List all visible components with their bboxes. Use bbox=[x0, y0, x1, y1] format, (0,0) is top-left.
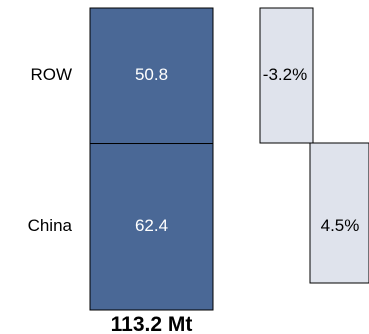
change-box-row bbox=[259, 7, 314, 144]
bar-value-label: 62.4 bbox=[135, 216, 168, 235]
change-label: -3.2% bbox=[263, 65, 307, 84]
category-label: China bbox=[28, 216, 73, 235]
bar-value-label: 50.8 bbox=[135, 65, 168, 84]
change-box-china bbox=[309, 142, 369, 284]
category-label: ROW bbox=[30, 65, 72, 84]
bar-segment-row bbox=[89, 7, 214, 145]
change-label: 4.5% bbox=[321, 216, 360, 235]
total-label: 113.2 Mt bbox=[111, 313, 193, 334]
bar-segment-china bbox=[89, 143, 214, 311]
